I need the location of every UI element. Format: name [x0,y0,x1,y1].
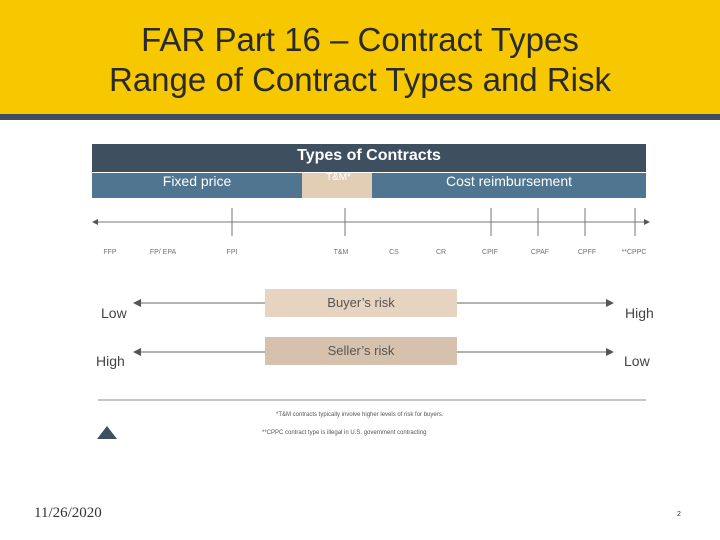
slide-title-line-1: FAR Part 16 – Contract Types [141,21,579,58]
tick-label-cpff: CPFF [577,249,597,256]
title-divider [0,114,720,120]
seller-risk-high-label: High [96,353,125,369]
tick-label-cppc: **CPPC [621,249,647,256]
footnote-cppc: **CPPC contract type is illegal in U.S. … [262,430,427,436]
slide-page-number: 2 [677,511,681,518]
slide-title-line-2: Range of Contract Types and Risk [109,61,611,98]
buyer-risk-high-label: High [625,305,654,321]
tick-label-fpi: FPI [226,249,238,256]
tick-label-fp-epa: FP/ EPA [149,249,177,256]
cost-reimbursement-category: Cost reimbursement [372,173,646,198]
tick-label-cpif: CPIF [482,249,498,256]
tick-label-tm: T&M [333,249,349,256]
tick-label-cpaf: CPAF [530,249,550,256]
buyer-risk-low-label: Low [101,305,127,321]
seller-risk-low-label: Low [624,353,650,369]
tick-label-cr: CR [435,249,447,256]
footnote-tm: *T&M contracts typically involve higher … [276,412,444,418]
title-band: FAR Part 16 – Contract Types Range of Co… [0,0,720,114]
types-of-contracts-header: Types of Contracts [92,144,646,172]
triangle-marker-icon [97,426,117,439]
fixed-price-category: Fixed price [92,173,302,198]
slide-date: 11/26/2020 [34,505,102,521]
buyer-risk-box: Buyer’s risk [265,289,457,317]
tm-category: T&M* [302,173,372,198]
tick-label-ffp: FFP [103,249,117,256]
seller-risk-box: Seller’s risk [265,337,457,365]
tick-label-cs: CS [389,249,399,256]
